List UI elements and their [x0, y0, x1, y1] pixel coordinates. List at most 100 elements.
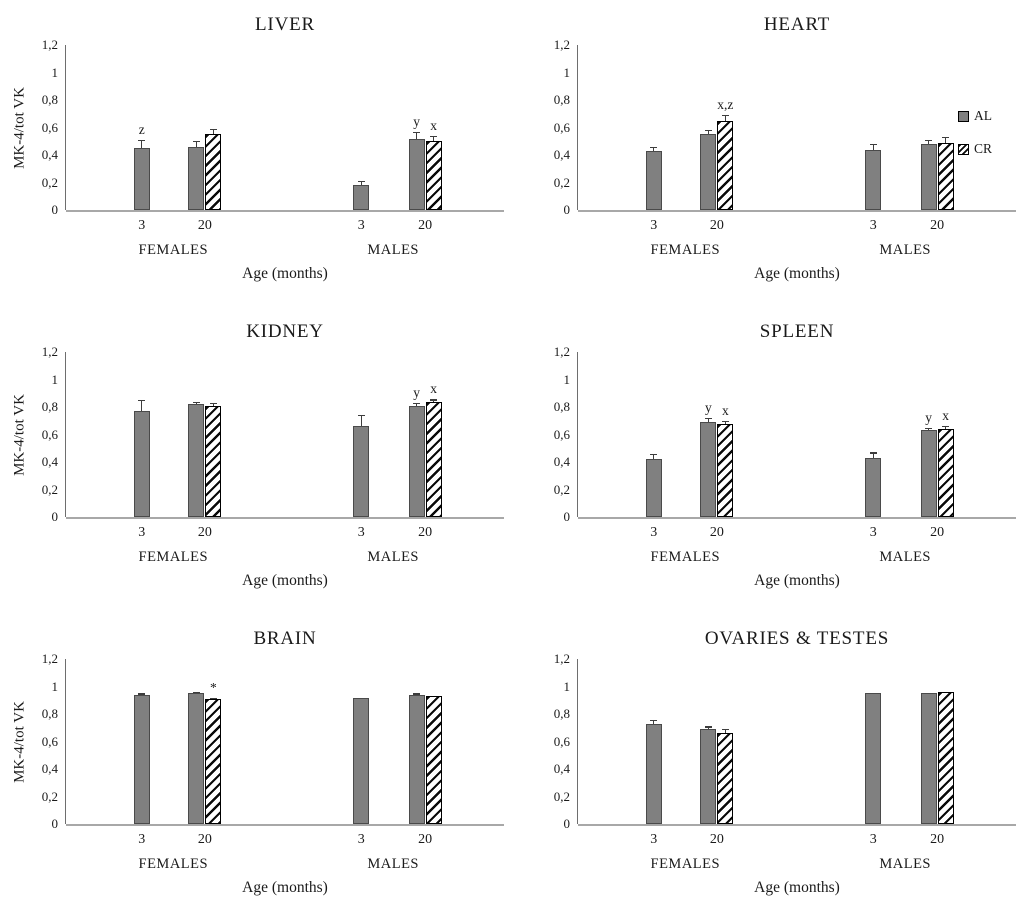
y-axis-line — [65, 659, 67, 824]
x-tick-label: 3 — [357, 218, 365, 233]
error-bar — [653, 453, 655, 460]
error-bar — [141, 139, 143, 149]
bar-cr — [205, 405, 222, 517]
bar-cr — [937, 692, 954, 824]
y-tick-label: 0,6 — [41, 426, 58, 442]
bar-al — [645, 723, 662, 824]
x-axis-line — [66, 517, 504, 519]
group-label: MALES — [367, 242, 419, 258]
error-bar-cap — [413, 693, 421, 695]
bar-al — [700, 422, 717, 517]
x-tick-label: 20 — [930, 832, 945, 847]
y-tick-label: 0,8 — [553, 706, 570, 721]
y-tick-label: 0,6 — [553, 733, 570, 749]
y-tick-label: 1 — [563, 371, 571, 387]
y-tick-label: 0,2 — [41, 481, 58, 497]
significance-note: y — [925, 409, 933, 425]
bar-cr — [717, 423, 734, 517]
error-bar-cap — [704, 726, 712, 728]
error-bar-cap — [430, 399, 438, 401]
error-bar — [653, 146, 655, 151]
y-tick-label: 1 — [51, 64, 59, 80]
y-tick-label: 1 — [563, 64, 571, 80]
x-axis-line — [578, 824, 1016, 826]
error-bar — [360, 415, 362, 427]
y-tick-label: 0,8 — [553, 399, 570, 414]
error-bar-cap — [413, 402, 421, 405]
x-axis-title: Age (months) — [754, 879, 840, 896]
x-tick-label: 3 — [650, 525, 658, 540]
bar-al — [133, 694, 150, 824]
error-bar-cap — [650, 719, 658, 721]
y-tick-label: 1,2 — [41, 344, 58, 359]
x-axis-line — [578, 517, 1016, 519]
x-tick-label: 20 — [930, 218, 945, 233]
y-tick-label: 1 — [51, 678, 59, 694]
bar-cr — [425, 141, 442, 210]
bar-al — [920, 693, 937, 824]
error-bar-cap — [413, 131, 421, 133]
bar-al — [353, 185, 370, 210]
y-tick-label: 0,4 — [553, 454, 570, 469]
x-axis-title: Age (months) — [242, 572, 328, 589]
error-bar-cap — [138, 693, 146, 695]
x-tick-label: 20 — [418, 525, 433, 540]
chart-title: BRAIN — [253, 628, 317, 649]
error-bar-cap — [357, 415, 365, 417]
chart-title: OVARIES & TESTES — [704, 628, 890, 649]
group-label: MALES — [879, 856, 931, 872]
group-label: MALES — [879, 549, 931, 565]
bar-al — [133, 411, 150, 517]
significance-note: y — [413, 113, 421, 129]
significance-note: x,z — [717, 97, 734, 113]
error-bar — [212, 128, 214, 135]
x-tick-label: 3 — [357, 832, 365, 847]
y-tick-label: 0 — [51, 202, 59, 217]
error-bar-cap — [209, 697, 217, 699]
error-bar-cap — [430, 135, 438, 137]
error-bar — [416, 402, 418, 406]
error-bar — [416, 131, 418, 139]
y-tick-label: 0,8 — [553, 92, 570, 107]
error-bar — [928, 139, 930, 144]
x-tick-label: 20 — [418, 832, 433, 847]
bar-al — [408, 405, 425, 517]
error-bar — [195, 401, 197, 405]
legend-label: AL — [974, 108, 992, 123]
y-tick-label: 0 — [563, 202, 571, 217]
chart-canvas: MK-4/tot VK 0 0,2 0,4 0,6 0,8 1 1,2 z 3 20 FEMALES 3… — [0, 37, 512, 300]
chart-canvas: 0 0,2 0,4 0,6 0,8 1 1,2 3 x,z 20 FEMALES 3 20 MALES Ag… — [512, 37, 1024, 300]
group-label: FEMALES — [138, 856, 209, 872]
chart-title: LIVER — [255, 14, 315, 35]
y-axis-line — [577, 352, 579, 517]
group-label: MALES — [879, 242, 931, 258]
x-tick-label: 3 — [138, 832, 146, 847]
y-tick-label: 0,4 — [41, 454, 58, 469]
chart-canvas: 0 0,2 0,4 0,6 0,8 1 1,2 3 y x 20 FEMALES 3 y x 20 MALES A… — [512, 344, 1024, 607]
bar-cr — [937, 142, 954, 210]
error-bar — [724, 115, 726, 121]
error-bar — [653, 719, 655, 724]
chart-canvas: MK-4/tot VK 0 0,2 0,4 0,6 0,8 1 1,2 3 20 FEMALES 3 y… — [0, 344, 512, 607]
error-bar-cap — [869, 144, 877, 146]
x-tick-label: 20 — [709, 218, 724, 233]
group-label: FEMALES — [138, 242, 209, 258]
legend-item-cr: CR — [958, 141, 992, 157]
chart-title: KIDNEY — [246, 321, 324, 342]
y-tick-label: 1,2 — [553, 651, 570, 666]
chart-ovaries-testes: OVARIES & TESTES 0 0,2 0,4 0,6 0,8 1 1,2 3 20 FEM… — [512, 614, 1024, 921]
y-tick-label: 0,6 — [41, 119, 58, 135]
y-tick-label: 0,2 — [553, 788, 570, 804]
error-bar-cap — [209, 402, 217, 405]
x-tick-label: 20 — [418, 218, 433, 233]
y-tick-label: 1,2 — [41, 651, 58, 666]
error-bar-cap — [357, 181, 365, 183]
group-label: FEMALES — [650, 242, 721, 258]
x-axis-line — [578, 210, 1016, 212]
y-tick-label: 0,4 — [553, 147, 570, 162]
legend-swatch-al-icon — [958, 110, 969, 122]
y-tick-label: 0 — [51, 816, 59, 831]
x-tick-label: 3 — [138, 525, 146, 540]
chart-kidney: KIDNEY MK-4/tot VK 0 0,2 0,4 0,6 0,8 1 1,2 3 20 FE… — [0, 307, 512, 614]
